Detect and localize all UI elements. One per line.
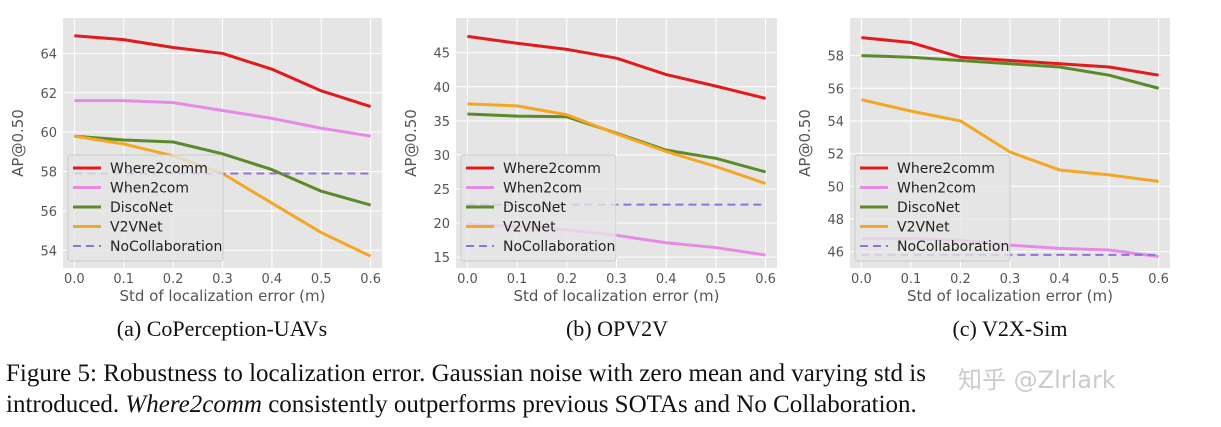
caption-b: (b) OPV2V	[565, 316, 669, 341]
figure-caption-line2: introduced. Where2comm consistently outp…	[6, 391, 917, 419]
legend-label: V2VNet	[503, 220, 556, 236]
caption-text-1: Robustness to localization error. Gaussi…	[103, 360, 926, 387]
legend-box	[854, 154, 1011, 262]
x-tick-label: 0.2	[163, 272, 184, 287]
legend-box	[460, 154, 617, 262]
y-tick-label: 54	[40, 244, 57, 259]
legend-label: When2com	[110, 181, 189, 197]
y-tick-label: 58	[827, 50, 844, 65]
caption-a: (a) CoPerception-UAVs	[116, 316, 328, 341]
figure-caption-line1: Figure 5: Robustness to localization err…	[6, 360, 926, 388]
x-tick-label: 0.1	[507, 272, 528, 287]
y-tick-label: 40	[433, 81, 450, 96]
y-tick-label: 30	[433, 149, 450, 164]
legend-label: Where2comm	[503, 161, 601, 177]
y-tick-label: 50	[827, 180, 844, 195]
y-tick-label: 64	[40, 47, 57, 62]
y-axis-label: AP@0.50	[9, 109, 27, 177]
x-tick-label: 0.3	[212, 272, 233, 287]
y-axis-label: AP@0.50	[402, 109, 420, 177]
legend-box	[67, 154, 224, 262]
watermark: 知乎 @Zlrlark	[958, 366, 1116, 394]
x-tick-label: 0.3	[606, 272, 627, 287]
x-axis-label: Std of localization error (m)	[907, 287, 1113, 305]
x-tick-label: 0.4	[262, 272, 283, 287]
y-tick-label: 52	[827, 148, 844, 163]
legend-label: NoCollaboration	[503, 239, 615, 255]
y-tick-label: 56	[40, 205, 57, 220]
legend-label: When2com	[897, 181, 976, 197]
x-tick-label: 0.0	[64, 272, 85, 287]
caption-c: (c) V2X-Sim	[952, 316, 1068, 341]
x-tick-label: 0.4	[656, 272, 677, 287]
y-tick-label: 48	[827, 213, 844, 228]
legend-label: V2VNet	[897, 220, 950, 236]
chart-1: 0.0 0.1 0.2 0.3 0.4 0.5 0.6 15 20 25 30 35 40 45 Std o…	[402, 18, 777, 305]
chart-0: 0.0 0.1 0.2 0.3 0.4 0.5 0.6 54 56 58 60 62 64 Std of …	[9, 18, 382, 305]
x-tick-label: 0.6	[1148, 272, 1169, 287]
legend-label: Where2comm	[110, 161, 208, 177]
x-tick-label: 0.4	[1049, 272, 1070, 287]
legend-label: NoCollaboration	[897, 239, 1009, 255]
x-tick-label: 0.5	[706, 272, 727, 287]
legend-label: DiscoNet	[503, 200, 566, 216]
legend-label: NoCollaboration	[110, 239, 222, 255]
x-tick-label: 0.1	[901, 272, 922, 287]
x-tick-label: 0.0	[457, 272, 478, 287]
legend-label: V2VNet	[110, 220, 163, 236]
x-tick-label: 0.5	[1099, 272, 1120, 287]
x-axis-label: Std of localization error (m)	[513, 287, 719, 305]
x-tick-label: 0.6	[360, 272, 381, 287]
x-tick-label: 0.0	[851, 272, 872, 287]
x-axis-label: Std of localization error (m)	[119, 287, 325, 305]
y-tick-label: 46	[827, 246, 844, 261]
y-tick-label: 54	[827, 115, 844, 130]
caption-text-2b: consistently outperforms previous SOTAs …	[261, 391, 917, 418]
x-tick-label: 0.1	[113, 272, 134, 287]
chart-2: 0.0 0.1 0.2 0.3 0.4 0.5 0.6 46 48 50 52 54 56 58 Std o…	[796, 18, 1170, 305]
x-tick-label: 0.3	[1000, 272, 1021, 287]
y-tick-label: 45	[433, 47, 450, 62]
legend-label: When2com	[503, 181, 582, 197]
figure-charts: 0.0 0.1 0.2 0.3 0.4 0.5 0.6 54 56 58 60 62 64 Std of …	[9, 18, 1170, 305]
y-axis-label: AP@0.50	[796, 109, 814, 177]
legend-label: DiscoNet	[110, 200, 173, 216]
y-tick-label: 35	[433, 115, 450, 130]
y-tick-label: 58	[40, 166, 57, 181]
x-tick-label: 0.2	[556, 272, 577, 287]
y-tick-label: 60	[40, 126, 57, 141]
x-tick-label: 0.6	[755, 272, 776, 287]
legend-label: DiscoNet	[897, 200, 960, 216]
figure-label: Figure 5:	[6, 360, 97, 387]
y-tick-label: 62	[40, 87, 57, 102]
caption-text-2a: introduced.	[6, 391, 126, 418]
y-tick-label: 56	[827, 82, 844, 97]
y-tick-label: 15	[433, 251, 450, 266]
x-tick-label: 0.2	[950, 272, 971, 287]
y-tick-label: 25	[433, 183, 450, 198]
y-tick-label: 20	[433, 217, 450, 232]
x-tick-label: 0.5	[311, 272, 332, 287]
legend-label: Where2comm	[897, 161, 995, 177]
caption-italic: Where2comm	[125, 391, 262, 418]
